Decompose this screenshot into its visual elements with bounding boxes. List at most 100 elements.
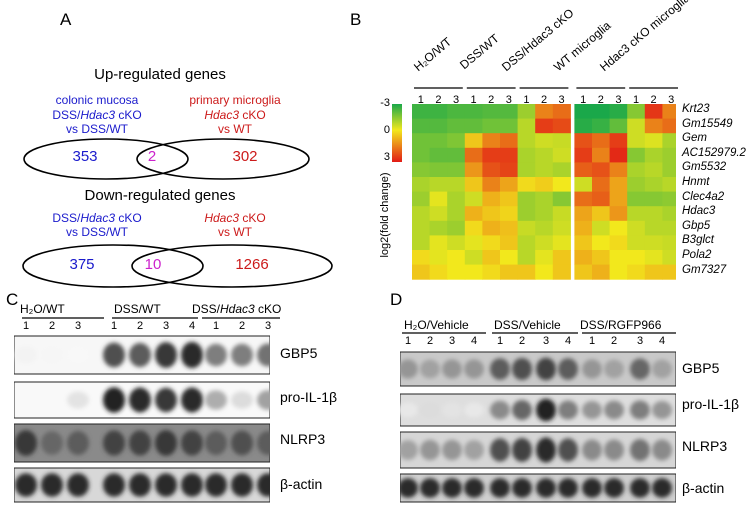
heatmap-cell [552,206,571,222]
heatmap-cell [464,147,483,163]
heatmap-cell [500,118,519,134]
heatmap-cell [644,264,663,280]
heatmap-cell [574,162,593,178]
heatmap-cell [464,162,483,178]
heatmap-cell [429,220,448,236]
heatmap-cell [592,162,611,178]
heatmap-cell [412,220,431,236]
heatmap-cell [535,250,554,266]
heatmap-cell [535,220,554,236]
panel-b-label: B [350,10,362,29]
blot-c-label-il1b: pro-IL-1β [280,389,338,405]
heatmap-lane-number: 1 [580,94,586,106]
heatmap-cell [592,104,611,120]
heatmap-cell [552,147,571,163]
heatmap-cell [464,191,483,207]
heatmap-cell [535,177,554,193]
heatmap-cell [552,162,571,178]
lane-number: 3 [264,320,272,332]
heatmap-lane-number: 3 [615,94,621,106]
heatmap-cell [644,133,663,149]
heatmap-cell [644,162,663,178]
heatmap-cell [592,264,611,280]
heatmap-cell [574,118,593,134]
heatmap-cell [574,191,593,207]
heatmap-cell [592,220,611,236]
heatmap-cell [574,264,593,280]
heatmap-cell [662,147,676,163]
blot-band [15,430,37,456]
heatmap-cell [627,104,646,120]
heatmap-cell [592,206,611,222]
blot-band [155,473,177,497]
heatmap-lane-number: 2 [488,94,494,106]
heatmap-gene-label: Gm15549 [682,117,733,130]
heatmap-lane-number: 2 [598,94,604,106]
blot-band [155,342,177,368]
heatmap-grid [412,104,676,280]
heatmap-cell [517,220,536,236]
blot-band [67,391,89,409]
lane-number: 2 [48,320,56,332]
heatmap-cell [447,147,466,163]
heatmap-cell [482,118,501,134]
heatmap-cell [517,250,536,266]
heatmap-cell [662,162,676,178]
heatmap-cell [482,162,501,178]
heatmap-gene-label: Gem [682,132,707,145]
heatmap-gene-label: Hnmt [682,176,710,188]
heatmap-cell [627,235,646,251]
blot-band [15,346,37,364]
heatmap-cell [517,177,536,193]
heatmap-cell [574,104,593,120]
heatmap-cell [517,147,536,163]
blot-d-lane-numbers: 1 2 3 4 1 2 3 4 1 2 3 4 [400,335,676,349]
blot-band [67,473,89,497]
heatmap-cell [592,118,611,134]
blot-band [400,402,418,418]
heatmap-cell [644,177,663,193]
blot-band [490,478,510,498]
heatmap-cell [412,235,431,251]
lane-number: 2 [426,335,434,347]
heatmap-cell [429,250,448,266]
lane-number: 3 [74,320,82,332]
lane-number: 3 [448,335,456,347]
heatmap-cell [500,206,519,222]
blot-band [652,439,672,461]
blot-band [490,400,510,420]
blot-band [205,343,227,367]
heatmap-cell [552,220,571,236]
blot-band [512,438,532,462]
heatmap-cell [412,177,431,193]
blot-band [181,473,203,497]
heatmap-cell [517,118,536,134]
blot-band [490,438,510,462]
heatmap-gene-label: Gm7327 [682,263,727,276]
heatmap-cell [662,220,676,236]
lane-number: 1 [212,320,220,332]
blot-band [420,402,440,418]
blot-band [155,387,177,413]
blot-band [181,430,203,456]
scale-tick-neg: -3 [380,97,390,109]
heatmap-cell [662,118,676,134]
heatmap-gene-label: Gm5532 [682,161,727,174]
heatmap-cell [535,118,554,134]
lane-number: 2 [518,335,526,347]
heatmap-cell [464,177,483,193]
blot-c-group-h2o: H₂O/WT [20,302,65,316]
heatmap-cell [574,220,593,236]
heatmap-cell [535,133,554,149]
venn-down-left-ellipse [22,244,204,288]
heatmap-cell [535,264,554,280]
heatmap-cell [535,235,554,251]
heatmap-cell [500,250,519,266]
blot-band [464,402,484,418]
blot-band [129,387,151,413]
heatmap-cell [482,104,501,120]
blot-band [155,430,177,456]
lane-number: 3 [542,335,550,347]
venn-down-right-count: 1266 [235,256,269,273]
